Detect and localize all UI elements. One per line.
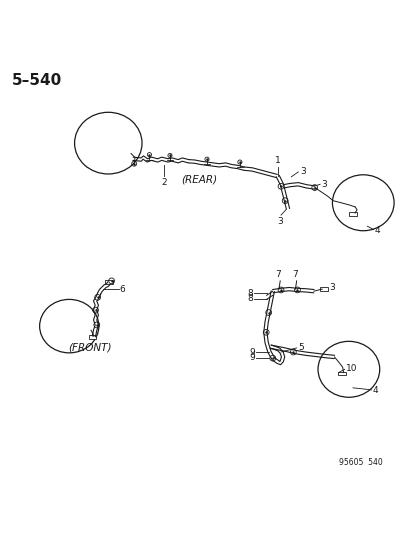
Bar bbox=[349, 212, 356, 216]
Text: 3: 3 bbox=[299, 167, 305, 176]
Text: 7: 7 bbox=[292, 270, 298, 279]
Text: 6: 6 bbox=[119, 285, 125, 294]
Text: 2: 2 bbox=[161, 178, 166, 187]
Bar bbox=[320, 287, 327, 290]
Text: 10: 10 bbox=[345, 364, 357, 373]
Text: 3: 3 bbox=[276, 217, 282, 226]
Text: 3: 3 bbox=[329, 282, 335, 292]
Text: 4: 4 bbox=[372, 386, 377, 395]
Text: 5–540: 5–540 bbox=[12, 73, 62, 88]
Text: 9: 9 bbox=[249, 353, 254, 362]
Text: 5: 5 bbox=[298, 343, 303, 352]
Bar bbox=[105, 280, 113, 284]
Text: 3: 3 bbox=[320, 180, 326, 189]
Text: 8: 8 bbox=[247, 294, 252, 303]
Text: (FRONT): (FRONT) bbox=[68, 343, 111, 353]
Bar bbox=[337, 372, 345, 375]
Text: 1: 1 bbox=[274, 156, 280, 165]
Bar bbox=[89, 335, 96, 339]
Text: 95605  540: 95605 540 bbox=[338, 458, 382, 467]
Text: 7: 7 bbox=[274, 270, 280, 279]
Text: 8: 8 bbox=[247, 289, 252, 298]
Text: 9: 9 bbox=[249, 348, 254, 357]
Text: 4: 4 bbox=[374, 226, 380, 235]
Text: (REAR): (REAR) bbox=[180, 174, 216, 184]
